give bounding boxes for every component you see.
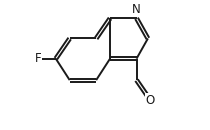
Text: O: O (146, 94, 155, 107)
Text: N: N (132, 3, 141, 16)
Text: F: F (35, 52, 41, 65)
